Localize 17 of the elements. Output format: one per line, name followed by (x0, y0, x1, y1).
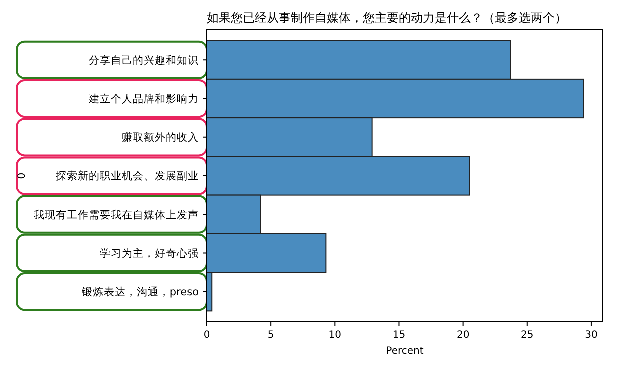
x-tick-label: 5 (268, 330, 274, 341)
x-tick-label: 25 (521, 330, 534, 341)
y-tick-label: 建立个人品牌和影响力 (88, 92, 199, 106)
x-tick-label: 15 (392, 330, 406, 341)
y-tick-label: 赚取额外的收入 (122, 131, 199, 144)
y-tick-label: 锻炼表达，沟通，preso (80, 286, 199, 299)
x-tick-label: 10 (328, 330, 342, 341)
x-tick-label: 30 (585, 330, 598, 341)
y-tick-label: 我现有工作需要我在自媒体上发声 (34, 208, 199, 222)
chart-title: 如果您已经从事制作自媒体，您主要的动力是什么？（最多选两个） (207, 11, 567, 25)
y-tick-label: 学习为主，好奇心强 (100, 246, 199, 260)
y-axis-title: 0 (17, 172, 28, 180)
x-tick-label: 0 (204, 330, 210, 341)
y-tick-label: 探索新的职业机会、发展副业 (56, 170, 199, 183)
y-tick-label: 分享自己的兴趣和知识 (89, 54, 199, 67)
x-tick-label: 20 (456, 330, 470, 341)
x-axis-title: Percent (386, 346, 424, 357)
